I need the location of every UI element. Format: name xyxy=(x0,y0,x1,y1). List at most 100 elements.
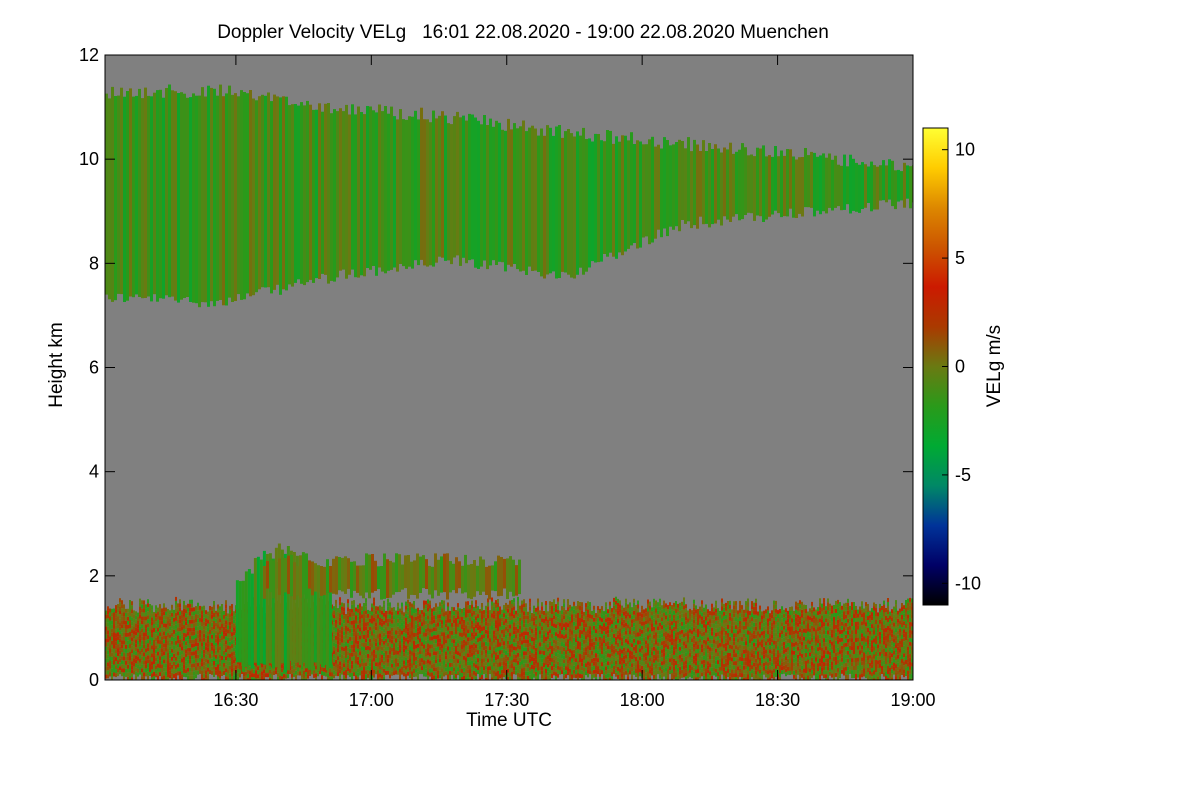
heatmap-cell xyxy=(587,601,589,606)
heatmap-cell xyxy=(589,622,591,627)
heatmap-cell xyxy=(135,639,137,644)
heatmap-cell xyxy=(551,610,553,614)
heatmap-cell xyxy=(270,101,273,294)
heatmap-cell xyxy=(599,624,601,629)
heatmap-cell xyxy=(463,667,465,672)
heatmap-cell xyxy=(507,608,509,613)
heatmap-cell xyxy=(624,135,627,252)
heatmap-cell xyxy=(203,621,205,626)
heatmap-cell xyxy=(145,624,147,629)
heatmap-cell xyxy=(421,614,423,619)
heatmap-cell xyxy=(469,625,471,630)
heatmap-cell xyxy=(507,616,509,621)
heatmap-cell xyxy=(603,615,605,620)
heatmap-cell xyxy=(455,674,457,678)
heatmap-cell xyxy=(395,610,397,615)
heatmap-cell xyxy=(900,171,903,201)
heatmap-cell xyxy=(223,670,225,675)
heatmap-cell xyxy=(183,660,185,665)
heatmap-cell xyxy=(581,662,583,667)
heatmap-cell xyxy=(191,671,193,676)
heatmap-cell xyxy=(581,618,583,623)
heatmap-cell xyxy=(541,602,543,607)
heatmap-cell xyxy=(325,672,327,677)
heatmap-cell xyxy=(107,662,109,667)
heatmap-cell xyxy=(475,648,477,653)
heatmap-cell xyxy=(397,610,399,615)
heatmap-cell xyxy=(181,658,183,663)
heatmap-cell xyxy=(421,618,423,623)
heatmap-cell xyxy=(407,611,409,616)
heatmap-cell xyxy=(221,656,223,660)
heatmap-cell xyxy=(193,647,195,652)
heatmap-cell xyxy=(687,137,690,222)
heatmap-cell xyxy=(221,636,223,640)
heatmap-cell xyxy=(345,658,347,662)
heatmap-cell xyxy=(561,618,563,623)
heatmap-cell xyxy=(355,671,357,676)
heatmap-cell xyxy=(261,671,263,676)
heatmap-cell xyxy=(341,614,343,619)
heatmap-cell xyxy=(367,649,369,654)
heatmap-cell xyxy=(519,665,521,670)
heatmap-cell xyxy=(133,630,135,635)
heatmap-cell xyxy=(581,622,583,627)
heatmap-cell xyxy=(175,664,177,669)
heatmap-cell xyxy=(201,638,203,643)
heatmap-cell xyxy=(465,645,467,650)
heatmap-cell xyxy=(353,664,355,669)
heatmap-cell xyxy=(525,635,527,640)
heatmap-cell xyxy=(401,626,403,631)
heatmap-cell xyxy=(455,678,457,680)
heatmap-cell xyxy=(473,666,475,671)
heatmap-cell xyxy=(451,666,453,671)
heatmap-cell xyxy=(535,655,537,660)
heatmap-cell xyxy=(359,619,361,624)
heatmap-cell xyxy=(155,613,157,618)
heatmap-cell xyxy=(419,634,421,639)
heatmap-cell xyxy=(357,106,360,278)
heatmap-cell xyxy=(389,674,391,679)
heatmap-cell xyxy=(477,606,479,611)
heatmap-cell xyxy=(411,643,413,648)
heatmap-cell xyxy=(449,614,451,619)
heatmap-cell xyxy=(523,639,525,644)
heatmap-cell xyxy=(429,640,431,645)
heatmap-cell xyxy=(162,97,165,299)
heatmap-cell xyxy=(885,165,888,203)
heatmap-cell xyxy=(203,613,205,618)
heatmap-cell xyxy=(187,631,189,636)
heatmap-cell xyxy=(151,637,153,642)
heatmap-cell xyxy=(149,624,151,628)
heatmap-cell xyxy=(117,604,119,609)
heatmap-cell xyxy=(345,634,347,638)
heatmap-cell xyxy=(587,641,589,646)
heatmap-cell xyxy=(127,612,129,617)
heatmap-cell xyxy=(455,642,457,646)
heatmap-cell xyxy=(485,653,487,658)
heatmap-cell xyxy=(437,666,439,671)
heatmap-cell xyxy=(441,612,443,617)
heatmap-cell xyxy=(577,657,579,661)
heatmap-cell xyxy=(377,658,379,663)
heatmap-cell xyxy=(339,609,341,614)
heatmap-cell xyxy=(135,623,137,628)
heatmap-cell xyxy=(567,603,569,608)
heatmap-cell xyxy=(453,675,455,680)
heatmap-cell xyxy=(379,609,381,614)
heatmap-cell xyxy=(491,677,493,680)
heatmap-cell xyxy=(475,600,477,605)
heatmap-cell xyxy=(123,96,126,302)
heatmap-cell xyxy=(233,631,235,636)
heatmap-cell xyxy=(499,610,501,615)
heatmap-cell xyxy=(551,646,553,650)
heatmap-cell xyxy=(147,631,149,636)
heatmap-cell xyxy=(523,651,525,656)
heatmap-cell xyxy=(383,620,385,625)
heatmap-cell xyxy=(413,625,415,629)
heatmap-cell xyxy=(545,657,547,661)
heatmap-cell xyxy=(183,628,185,633)
heatmap-cell xyxy=(507,652,509,657)
heatmap-cell xyxy=(139,618,141,623)
heatmap-cell xyxy=(143,616,145,621)
